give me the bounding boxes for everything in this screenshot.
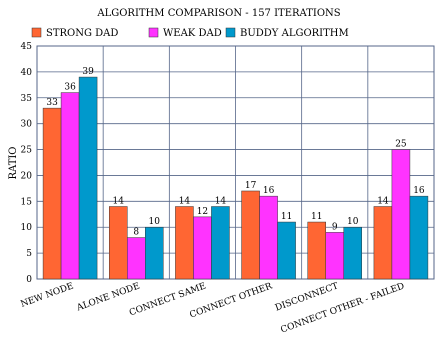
bar-3-0 xyxy=(241,190,260,280)
bar-1-1 xyxy=(127,237,146,280)
bar-0-0 xyxy=(42,107,62,280)
value-label-1-2: 10 xyxy=(149,217,161,227)
legend-swatch-2 xyxy=(225,27,236,38)
bar-4-1 xyxy=(325,232,344,280)
y-axis-label: RATIO xyxy=(8,146,19,179)
bar-4-2 xyxy=(343,226,362,280)
value-label-3-0: 17 xyxy=(245,181,257,191)
value-label-1-1: 8 xyxy=(133,228,139,238)
bar-0-2 xyxy=(78,76,98,280)
bar-3-1 xyxy=(259,195,278,280)
legend: STRONG DAD WEAK DAD BUDDY ALGORITHM xyxy=(31,27,349,39)
legend-label-2: BUDDY ALGORITHM xyxy=(240,28,349,39)
value-label-3-1: 16 xyxy=(263,186,275,196)
grid xyxy=(36,45,435,280)
value-label-5-1: 25 xyxy=(395,140,407,150)
value-label-2-1: 12 xyxy=(197,207,208,217)
y-tick-label-5: 25 xyxy=(21,146,33,156)
value-label-1-0: 14 xyxy=(113,197,125,207)
x-tick-label-5: CONNECT OTHER - FAILED xyxy=(279,281,405,335)
value-label-0-0: 33 xyxy=(46,98,58,108)
chart-title: ALGORITHM COMPARISON - 157 ITERATIONS xyxy=(96,8,340,19)
bar-2-1 xyxy=(193,216,212,280)
bars: 33 36 39 14 8 10 14 12 14 17 16 11 11 9 10 14 25 16 xyxy=(42,67,429,280)
y-tick-label-3: 15 xyxy=(21,197,33,207)
value-label-2-0: 14 xyxy=(179,197,191,207)
y-tick-label-2: 10 xyxy=(21,223,33,233)
legend-label-0: STRONG DAD xyxy=(46,28,118,39)
bar-1-0 xyxy=(109,206,128,280)
bar-5-1 xyxy=(391,149,411,280)
bar-5-2 xyxy=(409,195,429,280)
y-tick-label-0: 0 xyxy=(26,275,32,285)
value-label-3-2: 11 xyxy=(281,212,292,222)
value-label-5-2: 16 xyxy=(413,186,425,196)
y-tick-label-7: 35 xyxy=(21,94,33,104)
value-label-4-2: 10 xyxy=(347,217,359,227)
bar-5-0 xyxy=(373,206,393,280)
value-label-5-0: 14 xyxy=(377,197,389,207)
y-tick-label-9: 45 xyxy=(21,42,33,52)
x-tick-label-0: NEW NODE xyxy=(19,281,75,309)
bar-2-2 xyxy=(211,206,230,280)
value-label-0-2: 39 xyxy=(82,67,94,77)
value-label-0-1: 36 xyxy=(64,83,76,93)
y-tick-label-4: 20 xyxy=(21,171,33,181)
value-label-4-0: 11 xyxy=(311,212,322,222)
legend-label-1: WEAK DAD xyxy=(163,28,222,39)
bar-3-2 xyxy=(277,221,296,280)
bar-4-0 xyxy=(307,221,326,280)
y-tick-label-8: 40 xyxy=(21,68,33,78)
bar-0-1 xyxy=(60,92,80,280)
bar-1-2 xyxy=(145,226,164,280)
y-tick-label-6: 30 xyxy=(21,120,33,130)
value-label-4-1: 9 xyxy=(332,222,338,232)
legend-swatch-1 xyxy=(148,27,159,38)
legend-swatch-0 xyxy=(31,27,42,38)
value-label-2-2: 14 xyxy=(215,197,227,207)
bar-2-0 xyxy=(175,206,194,280)
y-tick-label-1: 5 xyxy=(26,249,32,259)
